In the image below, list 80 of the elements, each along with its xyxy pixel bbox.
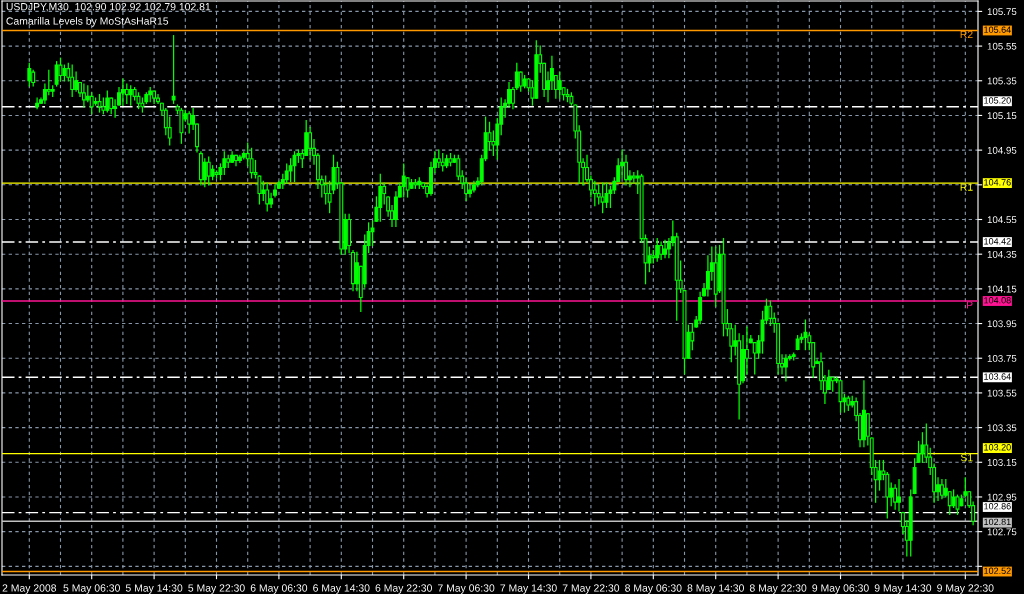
x-tick-label: 6 May 22:30 [375, 584, 432, 594]
candlestick [249, 147, 254, 179]
y-tick-label: 103.95 [987, 320, 1017, 328]
x-tick-label: 5 May 22:30 [188, 584, 245, 594]
text: 105.20 [984, 97, 1011, 104]
candlestick [187, 111, 192, 134]
candlestick [947, 491, 952, 515]
x-tick-label: 7 May 06:30 [437, 584, 495, 594]
ref-line-label: S1 [960, 453, 973, 462]
candlestick [557, 71, 562, 99]
candlestick [608, 185, 613, 208]
y-tick-label: 102.75 [987, 528, 1017, 536]
y-tick-label: 103.75 [987, 354, 1017, 362]
ref-line-label: R2 [960, 30, 973, 39]
x-tick-label: 9 May 22:30 [937, 584, 994, 594]
candlestick [456, 154, 461, 181]
candlestick [768, 300, 773, 326]
candlestick [89, 92, 94, 115]
x-tick-label: 6 May 14:30 [313, 584, 370, 594]
candlestick [838, 380, 843, 413]
x-tick-label: 6 May 06:30 [250, 584, 308, 594]
text: Camarilla Levels by MoStAsHaR15 [6, 17, 169, 27]
ref-line-label: P [967, 301, 973, 309]
text: 102.86 [984, 503, 1011, 510]
candlestick [405, 177, 410, 198]
y-tick-label: 104.35 [987, 250, 1017, 258]
candlestick [620, 149, 625, 179]
x-tick-label: 8 May 22:30 [749, 584, 807, 594]
x-tick-label: 8 May 06:30 [625, 584, 682, 594]
candlestick [206, 156, 211, 186]
candlestick [663, 239, 667, 259]
candlestick [378, 173, 383, 222]
y-tick-label: 103.35 [987, 424, 1017, 432]
candlestick [70, 64, 75, 98]
candlestick [752, 342, 757, 375]
text: 103.20 [984, 444, 1011, 451]
text: 105.64 [984, 26, 1011, 33]
candlestick [468, 184, 472, 198]
y-tick-label: 105.15 [987, 112, 1017, 120]
text: 104.42 [984, 238, 1011, 245]
y-tick-label: 102.95 [987, 493, 1017, 501]
candlestick [698, 291, 703, 325]
y-tick-label: 105.55 [987, 42, 1017, 50]
y-tick-label: 104.95 [987, 146, 1017, 154]
x-tick-label: 9 May 06:30 [812, 584, 869, 594]
text: 102.52 [984, 567, 1011, 574]
y-tick-label: 104.15 [987, 285, 1017, 293]
candlestick [865, 413, 870, 446]
candlestick [939, 478, 944, 500]
y-tick-label: 105.35 [987, 77, 1017, 85]
x-tick-label: 8 May 14:30 [687, 584, 744, 594]
ref-line-label: R1 [960, 183, 973, 191]
candlestick [920, 432, 925, 463]
candlestick [171, 35, 176, 104]
text: 104.76 [984, 179, 1011, 186]
x-tick-label: 2 May 2008 [2, 584, 57, 594]
text: 103.64 [984, 373, 1011, 380]
candlestick [897, 478, 901, 512]
chart-title: USDJPY,M30 102.90 102.92 102.79 102.81 [6, 3, 211, 12]
text: 104.08 [984, 297, 1011, 304]
candlestick [128, 85, 133, 106]
x-tick-label: 7 May 22:30 [562, 584, 620, 594]
y-tick-label: 104.55 [987, 216, 1017, 224]
x-tick-label: 9 May 14:30 [874, 584, 932, 594]
candlestick [877, 459, 882, 491]
y-tick-label: 103.55 [987, 389, 1017, 397]
candlestick [74, 71, 79, 92]
candlestick [46, 69, 51, 96]
candlestick [58, 57, 63, 82]
text: 102.81 [984, 518, 1011, 526]
candlestick [265, 182, 270, 212]
candlestick [292, 151, 297, 182]
y-tick-label: 103.15 [987, 459, 1017, 466]
x-tick-label: 5 May 06:30 [63, 584, 120, 594]
x-tick-label: 7 May 14:30 [500, 584, 557, 594]
x-tick-label: 5 May 14:30 [125, 584, 183, 594]
y-tick-label: 105.75 [987, 8, 1017, 16]
candlestick [269, 192, 274, 208]
candlestick [783, 354, 788, 382]
candlestick [518, 71, 523, 92]
